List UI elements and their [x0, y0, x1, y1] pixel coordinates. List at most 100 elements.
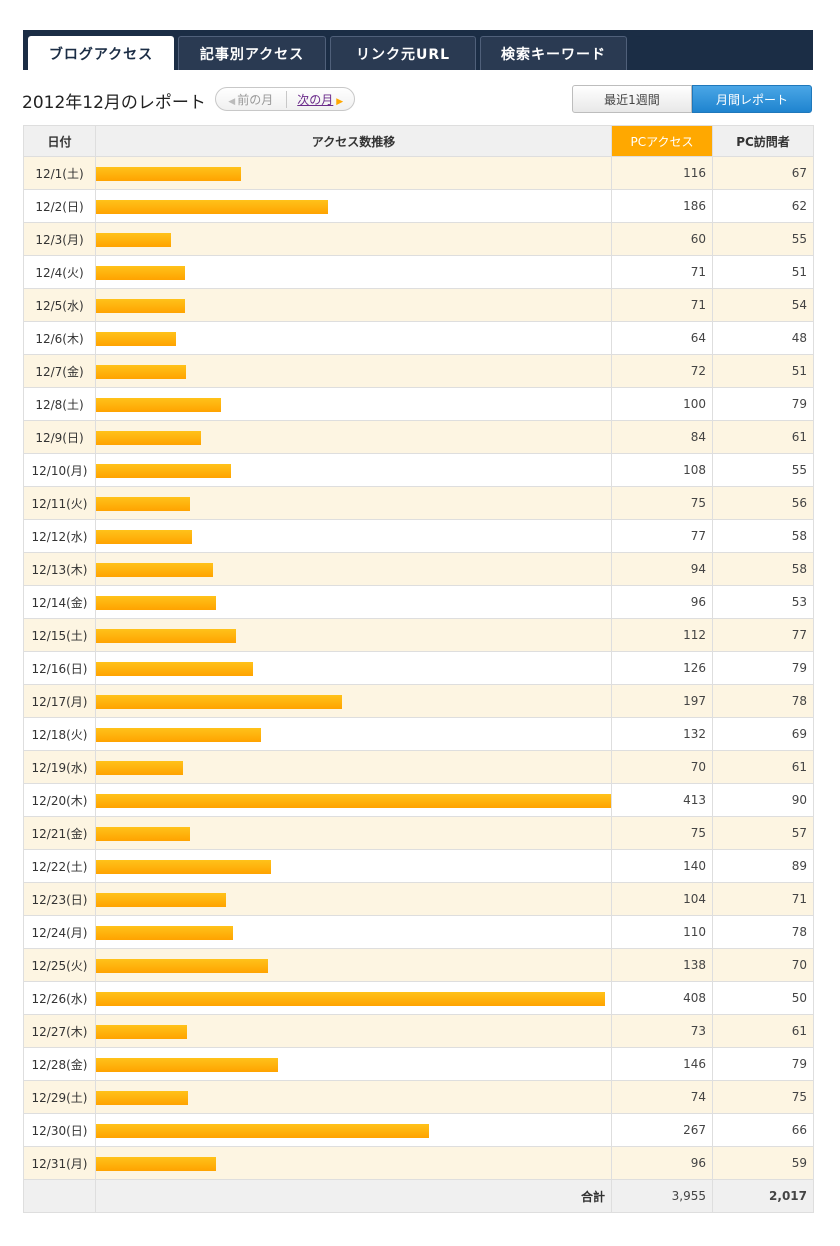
access-bar: [96, 695, 342, 709]
access-bar: [96, 1058, 278, 1072]
row-date: 12/26(水): [23, 981, 96, 1015]
access-bar: [96, 596, 216, 610]
row-access-bar-cell: [95, 453, 612, 487]
total-pc-visitors: 2,017: [712, 1179, 814, 1213]
row-pc-visitors: 55: [712, 222, 814, 256]
row-access-bar-cell: [95, 519, 612, 553]
row-pc-visitors: 61: [712, 420, 814, 454]
row-pc-visitors: 62: [712, 189, 814, 223]
row-date: 12/1(土): [23, 156, 96, 190]
table-row: 12/31(月) 96 59: [23, 1146, 814, 1180]
prev-month-button[interactable]: ◀ 前の月: [216, 90, 287, 108]
row-date: 12/8(土): [23, 387, 96, 421]
row-pc-access: 72: [611, 354, 713, 388]
row-pc-visitors: 53: [712, 585, 814, 619]
table-row: 12/3(月) 60 55: [23, 222, 814, 256]
table-row: 12/21(金) 75 57: [23, 816, 814, 850]
table-header-row: 日付 アクセス数推移 PCアクセス PC訪問者: [23, 125, 814, 157]
table-row: 12/7(金) 72 51: [23, 354, 814, 388]
row-pc-access: 146: [611, 1047, 713, 1081]
recent-week-button[interactable]: 最近1週間: [572, 85, 692, 113]
row-pc-visitors: 48: [712, 321, 814, 355]
table-row: 12/22(土) 140 89: [23, 849, 814, 883]
header-pc-access[interactable]: PCアクセス: [611, 125, 713, 157]
row-pc-access: 74: [611, 1080, 713, 1114]
row-access-bar-cell: [95, 783, 612, 817]
report-title: 2012年12月のレポート: [22, 93, 206, 113]
row-pc-visitors: 75: [712, 1080, 814, 1114]
row-pc-access: 94: [611, 552, 713, 586]
table-row: 12/4(火) 71 51: [23, 255, 814, 289]
row-pc-access: 138: [611, 948, 713, 982]
row-pc-access: 267: [611, 1113, 713, 1147]
access-bar: [96, 233, 171, 247]
row-access-bar-cell: [95, 552, 612, 586]
table-row: 12/23(日) 104 71: [23, 882, 814, 916]
row-access-bar-cell: [95, 684, 612, 718]
table-row: 12/6(木) 64 48: [23, 321, 814, 355]
access-bar: [96, 827, 190, 841]
access-report-table: 日付 アクセス数推移 PCアクセス PC訪問者 12/1(土) 116 67 12/2…: [23, 125, 814, 1213]
table-row: 12/18(火) 132 69: [23, 717, 814, 751]
tab-blog-access[interactable]: ブログアクセス: [28, 36, 174, 70]
row-date: 12/28(金): [23, 1047, 96, 1081]
row-date: 12/15(土): [23, 618, 96, 652]
table-row: 12/19(水) 70 61: [23, 750, 814, 784]
header-pc-visitors[interactable]: PC訪問者: [712, 125, 814, 157]
row-pc-access: 73: [611, 1014, 713, 1048]
row-access-bar-cell: [95, 1047, 612, 1081]
row-access-bar-cell: [95, 255, 612, 289]
row-date: 12/12(水): [23, 519, 96, 553]
row-access-bar-cell: [95, 222, 612, 256]
table-row: 12/27(木) 73 61: [23, 1014, 814, 1048]
monthly-report-button[interactable]: 月間レポート: [692, 85, 812, 113]
access-bar: [96, 398, 221, 412]
row-date: 12/19(水): [23, 750, 96, 784]
row-access-bar-cell: [95, 948, 612, 982]
next-month-link[interactable]: 次の月 ▶: [287, 91, 355, 108]
row-date: 12/5(水): [23, 288, 96, 322]
row-pc-access: 64: [611, 321, 713, 355]
row-pc-access: 408: [611, 981, 713, 1015]
row-date: 12/22(土): [23, 849, 96, 883]
table-row: 12/26(水) 408 50: [23, 981, 814, 1015]
row-date: 12/3(月): [23, 222, 96, 256]
row-date: 12/10(月): [23, 453, 96, 487]
row-pc-visitors: 50: [712, 981, 814, 1015]
row-access-bar-cell: [95, 915, 612, 949]
table-row: 12/14(金) 96 53: [23, 585, 814, 619]
row-access-bar-cell: [95, 387, 612, 421]
table-row: 12/25(火) 138 70: [23, 948, 814, 982]
total-pc-access: 3,955: [611, 1179, 713, 1213]
row-date: 12/7(金): [23, 354, 96, 388]
row-access-bar-cell: [95, 189, 612, 223]
row-access-bar-cell: [95, 1113, 612, 1147]
header-date: 日付: [23, 125, 96, 157]
row-pc-visitors: 71: [712, 882, 814, 916]
row-pc-access: 71: [611, 288, 713, 322]
tab-search-keyword[interactable]: 検索キーワード: [480, 36, 627, 70]
row-date: 12/21(金): [23, 816, 96, 850]
row-date: 12/29(土): [23, 1080, 96, 1114]
tab-article-access[interactable]: 記事別アクセス: [178, 36, 326, 70]
row-access-bar-cell: [95, 981, 612, 1015]
row-date: 12/11(火): [23, 486, 96, 520]
tab-referrer-url[interactable]: リンク元URL: [330, 36, 476, 70]
row-access-bar-cell: [95, 882, 612, 916]
row-pc-access: 186: [611, 189, 713, 223]
row-pc-visitors: 55: [712, 453, 814, 487]
table-row: 12/9(日) 84 61: [23, 420, 814, 454]
table-row: 12/24(月) 110 78: [23, 915, 814, 949]
row-pc-access: 96: [611, 1146, 713, 1180]
row-pc-access: 75: [611, 486, 713, 520]
row-pc-visitors: 79: [712, 1047, 814, 1081]
row-pc-visitors: 58: [712, 519, 814, 553]
row-date: 12/17(月): [23, 684, 96, 718]
access-bar: [96, 761, 183, 775]
row-access-bar-cell: [95, 816, 612, 850]
row-pc-access: 126: [611, 651, 713, 685]
row-pc-access: 104: [611, 882, 713, 916]
row-access-bar-cell: [95, 354, 612, 388]
access-bar: [96, 728, 261, 742]
row-date: 12/27(木): [23, 1014, 96, 1048]
